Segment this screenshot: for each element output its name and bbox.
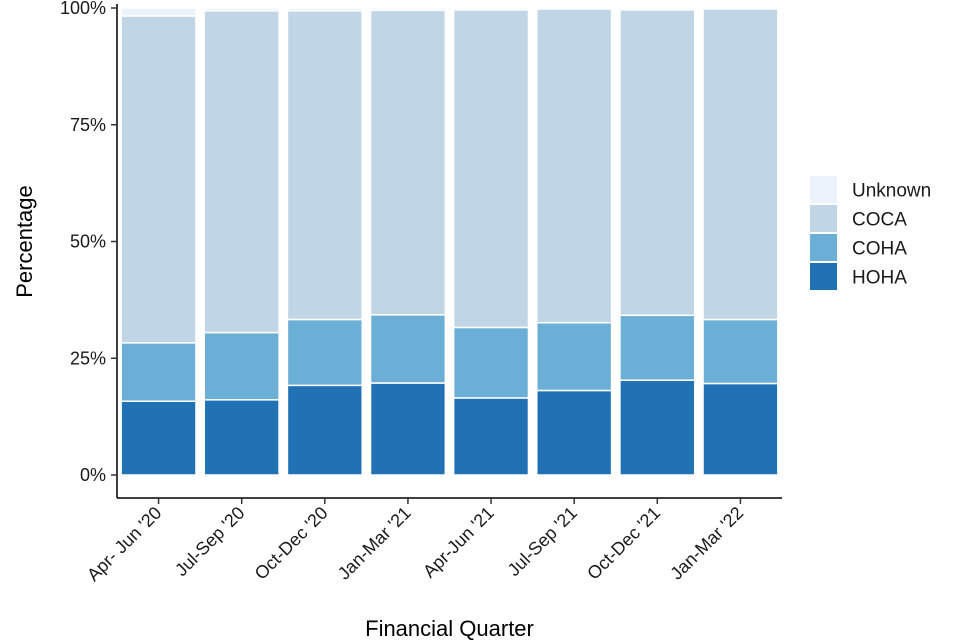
bar-segment-unknown-3 [286, 7, 363, 12]
bar-segment-unknown-7 [619, 7, 696, 11]
x-tick-label: Oct-Dec '21 [583, 503, 664, 584]
x-tick-label: Oct-Dec '20 [251, 503, 332, 584]
legend-label-hoha: HOHA [852, 268, 907, 289]
bar-segment-coca-3 [286, 10, 363, 321]
bar-segment-hoha-2 [203, 399, 280, 476]
y-axis: 0% 25% 50% 75% 100% [60, 0, 118, 498]
bar-segment-hoha-6 [536, 389, 613, 476]
bar-segment-unknown-6 [536, 7, 613, 10]
bar-segment-coca-6 [536, 8, 613, 324]
bar-segment-coca-2 [203, 10, 280, 334]
bar-segment-unknown-2 [203, 7, 280, 12]
bar-segment-coha-6 [536, 322, 613, 392]
legend-swatch-coca [810, 205, 837, 232]
y-tick-label: 75% [70, 115, 106, 135]
x-tick-label: Apr-Jun '21 [419, 503, 498, 582]
bar-segment-hoha-1 [120, 400, 197, 476]
bar-segment-unknown-8 [702, 7, 779, 10]
legend-label-coha: COHA [852, 239, 907, 260]
x-tick-label: Jan-Mar '22 [666, 503, 747, 584]
x-axis: Apr- Jun '20 Jul-Sep '20 Oct-Dec '20 Jan-Ma… [83, 497, 782, 585]
legend: Unknown COCA COHA HOHA [810, 176, 931, 290]
legend-label-coca: COCA [852, 210, 907, 231]
bar-segment-hoha-4 [369, 382, 447, 476]
bar-segment-unknown-4 [369, 7, 447, 12]
bar-segment-coca-8 [702, 8, 779, 321]
legend-swatch-hoha [810, 263, 837, 290]
y-tick-label: 25% [70, 348, 106, 368]
x-axis-title: Financial Quarter [365, 616, 534, 640]
bar-segment-hoha-5 [452, 397, 530, 476]
y-tick-label: 100% [60, 0, 106, 18]
bar-segment-hoha-3 [286, 384, 363, 476]
x-tick-label: Jan-Mar '21 [334, 503, 415, 584]
bar-segment-coha-1 [120, 342, 197, 402]
bar-segment-hoha-8 [702, 382, 779, 476]
bar-segment-coha-5 [452, 326, 530, 399]
x-tick-label: Jul-Sep '20 [171, 503, 248, 580]
legend-swatch-coha [810, 234, 837, 261]
legend-label-unknown: Unknown [852, 181, 931, 202]
bar-segment-coha-2 [203, 331, 280, 401]
bars-group [120, 7, 779, 476]
bar-segment-unknown-5 [452, 7, 530, 11]
y-tick-label: 50% [70, 232, 106, 252]
bar-segment-unknown-1 [120, 7, 197, 17]
legend-swatch-unknown [810, 176, 837, 203]
bar-segment-coha-4 [369, 314, 447, 384]
bar-segment-coha-8 [702, 318, 779, 385]
bar-segment-hoha-7 [619, 379, 696, 476]
bar-segment-coca-5 [452, 9, 530, 329]
y-tick-label: 0% [80, 465, 106, 485]
bar-segment-coca-7 [619, 9, 696, 317]
bar-segment-coca-4 [369, 9, 447, 316]
bar-segment-coha-3 [286, 318, 363, 387]
y-axis-title: Percentage [12, 185, 37, 298]
x-tick-label: Apr- Jun '20 [83, 503, 165, 585]
x-tick-label: Jul-Sep '21 [504, 503, 581, 580]
bar-segment-coha-7 [619, 314, 696, 381]
bar-segment-coca-1 [120, 15, 197, 344]
